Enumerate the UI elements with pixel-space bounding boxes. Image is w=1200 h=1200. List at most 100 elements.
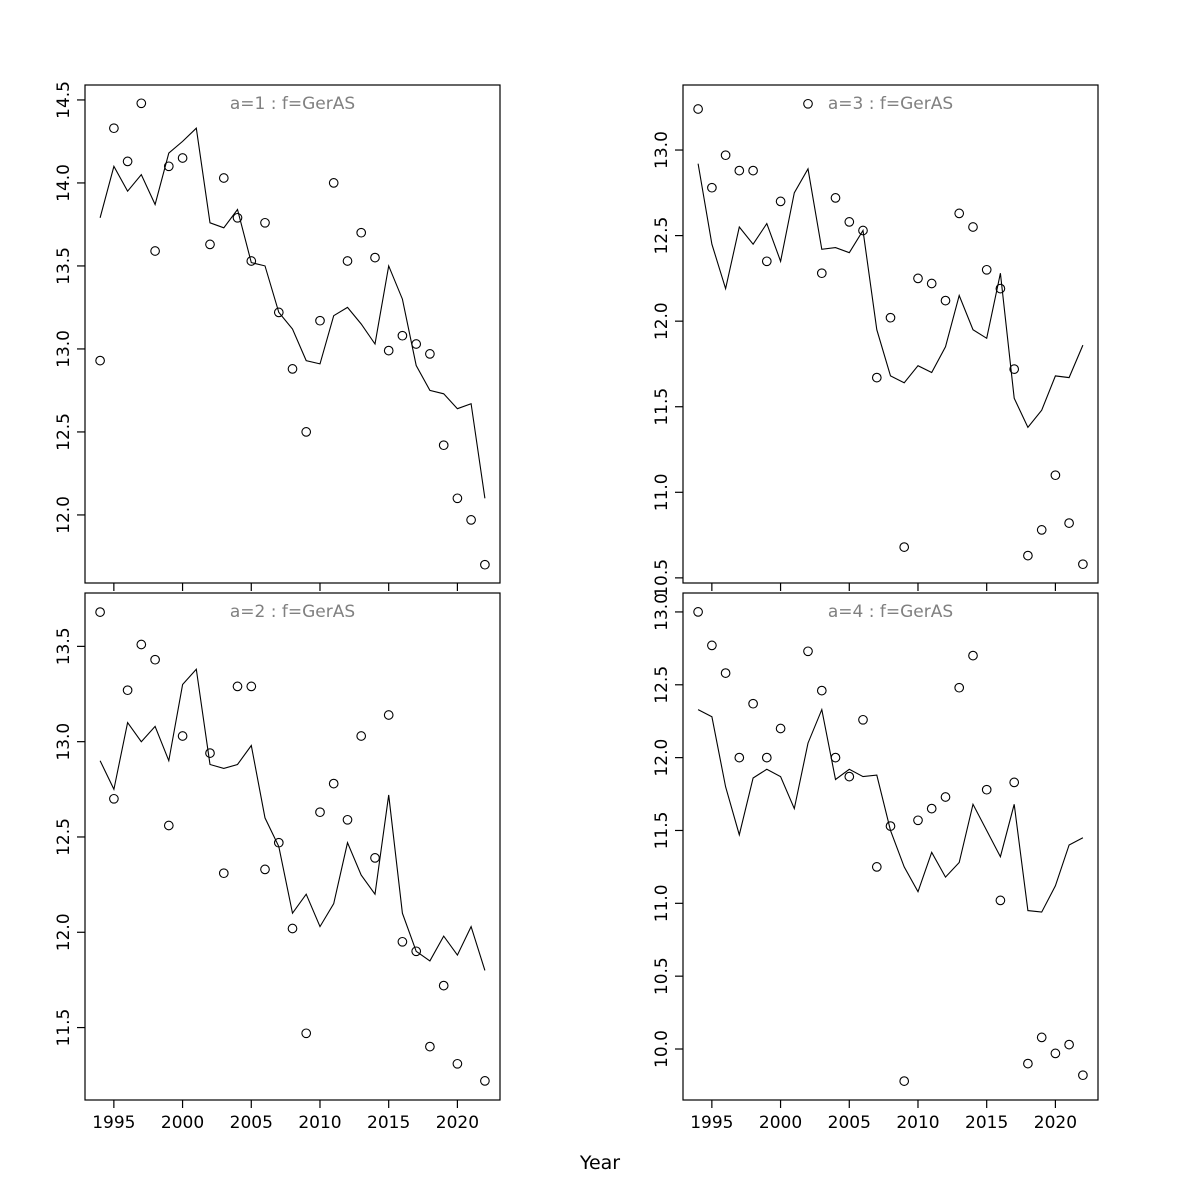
data-point <box>163 161 174 172</box>
data-point <box>968 222 978 232</box>
data-point <box>720 668 731 678</box>
panel-bottom-right: a=4 : f=GerAS 10.0 10.5 11.0 11.5 12.0 12.5 13.… <box>652 592 1099 1133</box>
data-point <box>913 273 923 284</box>
data-point <box>1078 559 1088 570</box>
panel-title: a=2 : f=GerAS <box>230 602 355 622</box>
y-tick-label: 14.5 <box>54 81 74 119</box>
data-point <box>452 1058 463 1069</box>
data-point <box>425 349 435 359</box>
data-point <box>748 165 758 176</box>
x-tick-label: 2015 <box>965 1113 1008 1133</box>
data-point <box>301 427 312 437</box>
plot-box <box>682 592 1099 1101</box>
data-point <box>356 731 367 741</box>
data-point <box>205 239 215 250</box>
y-tick-label: 12.0 <box>652 739 672 777</box>
x-tick-label: 2000 <box>161 1113 204 1133</box>
panel-bottom-left: a=2 : f=GerAS 11.5 12.0 12.5 13.0 13.5 1995 200… <box>54 592 501 1133</box>
data-point <box>693 607 703 617</box>
data-point <box>720 150 731 161</box>
data-point <box>954 682 965 693</box>
data-point <box>1064 1039 1074 1050</box>
data-point <box>109 793 119 804</box>
data-point <box>885 821 896 831</box>
data-point <box>1009 777 1020 788</box>
data-point <box>899 542 910 552</box>
data-point <box>328 778 339 789</box>
data-point <box>287 923 298 934</box>
data-point <box>830 193 841 203</box>
model-line <box>99 667 486 971</box>
data-point <box>315 315 325 326</box>
data-point <box>816 685 827 696</box>
data-point <box>775 196 786 207</box>
data-point <box>885 312 896 323</box>
y-tick-label: 12.0 <box>652 302 672 340</box>
data-point <box>954 208 965 219</box>
data-point <box>232 212 243 223</box>
data-point <box>273 307 284 318</box>
data-point <box>926 803 937 814</box>
data-point <box>177 731 188 741</box>
data-point <box>383 345 394 356</box>
x-tick-label: 2020 <box>436 1113 479 1133</box>
data-point <box>246 256 257 266</box>
x-tick-label: 2010 <box>298 1113 341 1133</box>
y-tick-label: 11.0 <box>652 473 672 511</box>
data-point <box>707 182 717 193</box>
data-point <box>1064 518 1074 528</box>
data-point <box>260 217 270 228</box>
data-point <box>95 607 105 617</box>
x-tick-label: 2015 <box>367 1113 410 1133</box>
plot-box <box>682 84 1099 584</box>
data-point <box>370 853 380 863</box>
y-tick-label: 12.0 <box>54 913 74 951</box>
data-point <box>397 330 408 341</box>
data-point <box>1050 1048 1061 1059</box>
data-point <box>150 246 160 256</box>
data-point <box>438 440 449 451</box>
data-point <box>438 980 449 991</box>
data-point <box>301 1028 312 1039</box>
x-axis-label: Year <box>579 1152 621 1174</box>
data-point <box>342 814 353 825</box>
model-line <box>697 163 1084 429</box>
data-point <box>734 752 745 763</box>
data-point <box>411 339 422 349</box>
data-point <box>1009 364 1020 374</box>
data-point <box>1050 470 1061 481</box>
data-point <box>397 936 408 947</box>
data-point <box>136 98 147 109</box>
data-point <box>232 681 243 692</box>
data-point <box>136 639 147 650</box>
y-tick-label: 11.5 <box>54 1009 74 1047</box>
data-point <box>273 837 284 848</box>
data-point <box>383 710 394 720</box>
x-tick-label: 2005 <box>230 1113 273 1133</box>
y-tick-label: 10.5 <box>652 559 672 597</box>
data-point <box>466 515 476 525</box>
y-tick-label: 13.5 <box>54 627 74 665</box>
y-tick-label: 12.5 <box>652 666 672 704</box>
data-point <box>287 364 298 374</box>
data-point <box>480 1076 490 1086</box>
data-point <box>940 792 951 802</box>
x-tick-label: 2020 <box>1034 1113 1077 1133</box>
data-point <box>707 640 717 651</box>
y-tick-label: 10.0 <box>652 1030 672 1068</box>
model-line <box>99 127 486 499</box>
panel-title: a=3 : f=GerAS <box>828 94 953 114</box>
data-point <box>122 156 133 167</box>
data-point <box>858 714 868 725</box>
data-point <box>122 685 133 696</box>
data-point <box>913 815 923 826</box>
y-tick-label: 14.0 <box>54 164 74 202</box>
data-point <box>968 650 978 661</box>
y-tick-label: 12.5 <box>652 217 672 255</box>
y-tick-label: 13.0 <box>54 723 74 761</box>
data-point <box>1036 1032 1047 1043</box>
y-tick-label: 13.0 <box>54 330 74 368</box>
data-point <box>830 752 841 763</box>
